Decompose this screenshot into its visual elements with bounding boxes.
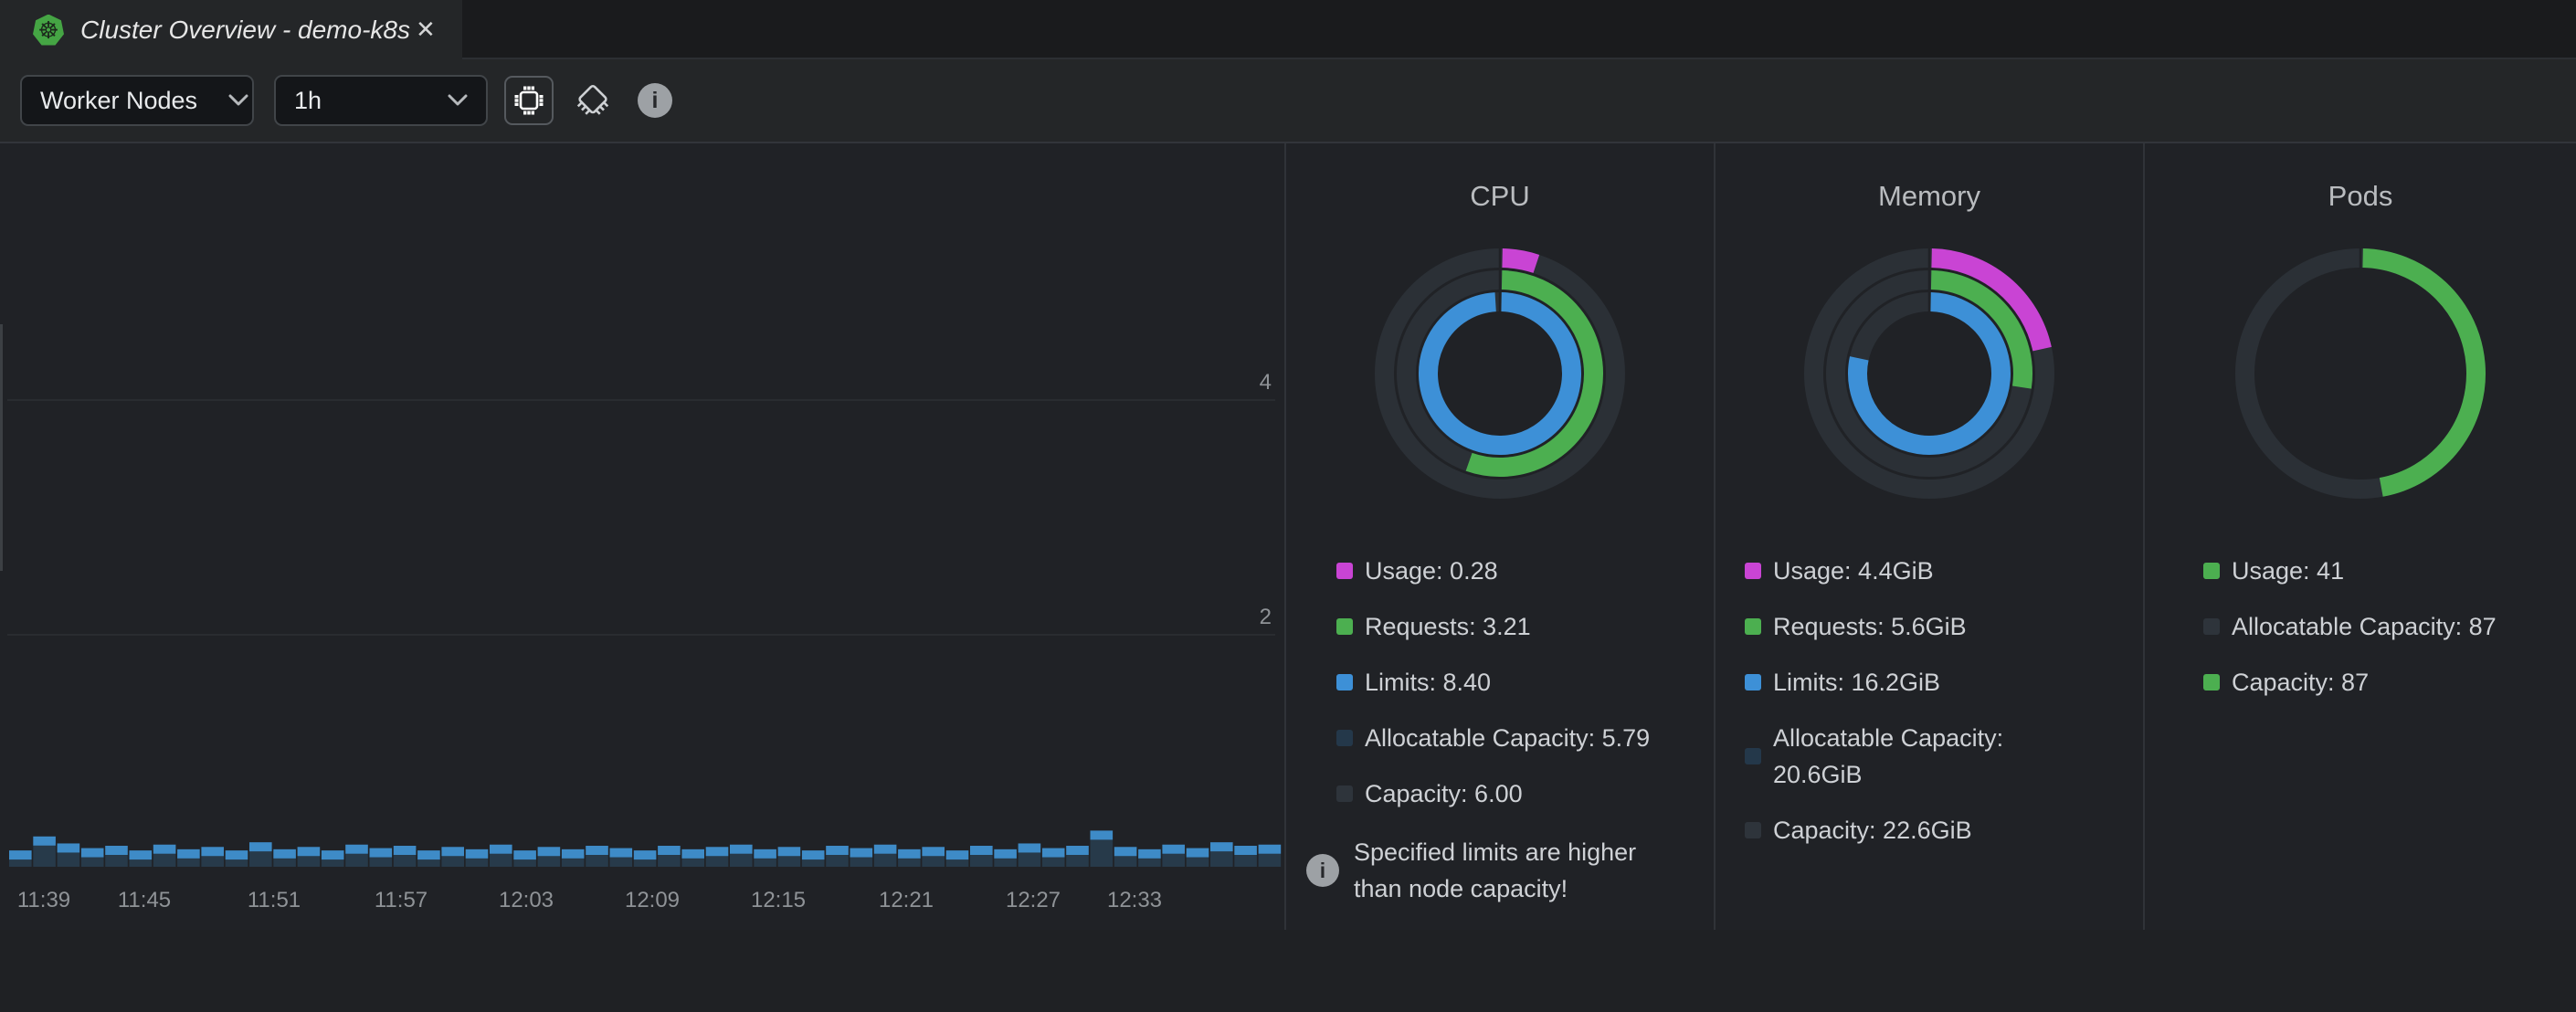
legend-swatch (1745, 563, 1761, 579)
legend-swatch (2203, 618, 2220, 635)
legend-label: Usage: 0.28 (1365, 557, 1498, 585)
legend-item: Allocatable Capacity: 5.79 (1336, 720, 1685, 756)
legend-item: Allocatable Capacity: 20.6GiB (1745, 720, 2094, 793)
svg-text:11:57: 11:57 (375, 888, 428, 912)
svg-text:12:33: 12:33 (1107, 888, 1162, 912)
legend-label: Capacity: 6.00 (1365, 780, 1523, 807)
close-icon[interactable]: ✕ (415, 16, 436, 43)
memory-donut-chart (1804, 246, 2054, 499)
cpu-legend: Usage: 0.28 Requests: 3.21 Limits: 8.40 All… (1336, 553, 1685, 831)
svg-text:12:15: 12:15 (751, 888, 806, 912)
tabbar-divider (462, 58, 2576, 59)
tab-cluster-overview[interactable]: ☸ Cluster Overview - demo-k8s ✕ (0, 0, 462, 59)
legend-label: Limits: 8.40 (1365, 669, 1492, 696)
legend-label: Requests: 5.6GiB (1773, 613, 1967, 640)
legend-swatch (1336, 785, 1353, 802)
memory-panel: Memory Usage: 4.4GiB Requests: 5.6GiB Limi… (1716, 143, 2145, 930)
legend-swatch (1745, 822, 1761, 838)
memory-panel-title: Memory (1878, 180, 1980, 212)
legend-label: Limits: 16.2GiB (1773, 669, 1941, 696)
info-icon: i (1306, 854, 1339, 887)
legend-item: Capacity: 22.6GiB (1745, 812, 2094, 849)
warning-text: Specified limits are higher than node ca… (1354, 838, 1637, 902)
legend-label: Allocatable Capacity: 5.79 (1365, 724, 1651, 752)
legend-label: Allocatable Capacity: 20.6GiB (1773, 724, 2004, 788)
svg-text:4: 4 (1260, 370, 1272, 395)
legend-item: Limits: 16.2GiB (1745, 664, 2094, 701)
legend-swatch (2203, 563, 2220, 579)
time-range-select[interactable]: 1h (274, 75, 488, 126)
svg-text:12:21: 12:21 (879, 888, 934, 912)
legend-swatch (2203, 674, 2220, 690)
tab-title: Cluster Overview - demo-k8s (80, 15, 410, 44)
cpu-chip-icon (514, 86, 544, 115)
svg-text:11:39: 11:39 (17, 888, 70, 912)
legend-item: Capacity: 87 (2203, 664, 2552, 701)
legend-label: Usage: 41 (2232, 557, 2345, 585)
time-range-value: 1h (294, 86, 322, 114)
legend-item: Usage: 4.4GiB (1745, 553, 2094, 589)
legend-swatch (1336, 730, 1353, 746)
cpu-panel: CPU Usage: 0.28 Requests: 3.21 Limits: 8.4… (1286, 143, 1716, 930)
svg-text:12:27: 12:27 (1006, 888, 1061, 912)
memory-legend: Usage: 4.4GiB Requests: 5.6GiB Limits: 16.… (1745, 553, 2094, 868)
svg-text:11:45: 11:45 (118, 888, 171, 912)
legend-swatch (1336, 563, 1353, 579)
svg-text:2: 2 (1260, 605, 1272, 629)
toolbar: Worker Nodes 1h (0, 59, 2576, 143)
memory-chip-button[interactable] (568, 76, 618, 125)
pods-legend: Usage: 41 Allocatable Capacity: 87 Capacit… (2203, 553, 2552, 720)
legend-item: Usage: 0.28 (1336, 553, 1685, 589)
legend-item: Requests: 5.6GiB (1745, 608, 2094, 645)
pods-panel: Pods Usage: 41 Allocatable Capacity: 87 Ca… (2145, 143, 2576, 930)
chevron-down-icon (228, 94, 248, 107)
legend-swatch (1336, 674, 1353, 690)
legend-swatch (1745, 674, 1761, 690)
cpu-usage-bar-chart: 4 2 11:39 11:45 11:51 11:57 12:03 12:09 12:15 12:… (0, 143, 1286, 930)
nodes-select[interactable]: Worker Nodes (20, 75, 254, 126)
left-scrollbar-thumb[interactable] (0, 324, 3, 571)
pods-donut-chart (2235, 246, 2486, 499)
svg-text:12:09: 12:09 (625, 888, 680, 912)
legend-swatch (1745, 748, 1761, 764)
svg-text:11:51: 11:51 (248, 888, 301, 912)
cpu-donut-chart (1375, 246, 1625, 499)
kubernetes-logo-icon: ☸ (33, 14, 64, 46)
legend-swatch (1745, 618, 1761, 635)
chevron-down-icon (448, 94, 468, 107)
legend-label: Capacity: 22.6GiB (1773, 817, 1972, 844)
info-icon[interactable]: i (638, 83, 672, 118)
pods-panel-title: Pods (2328, 180, 2393, 212)
svg-text:12:03: 12:03 (499, 888, 554, 912)
nodes-select-value: Worker Nodes (40, 86, 198, 114)
memory-chip-icon (576, 84, 609, 115)
cpu-chip-button[interactable] (504, 76, 554, 125)
legend-item: Usage: 41 (2203, 553, 2552, 589)
cpu-limits-warning: i Specified limits are higher than node … (1306, 834, 1690, 907)
legend-item: Capacity: 6.00 (1336, 775, 1685, 812)
legend-item: Limits: 8.40 (1336, 664, 1685, 701)
tab-bar: ☸ Cluster Overview - demo-k8s ✕ (0, 0, 2576, 59)
legend-swatch (1336, 618, 1353, 635)
bar-chart-svg: 4 2 11:39 11:45 11:51 11:57 12:03 12:09 12:15 12:… (7, 370, 1282, 912)
footer-area (0, 930, 2576, 1012)
legend-label: Allocatable Capacity: 87 (2232, 613, 2497, 640)
legend-label: Requests: 3.21 (1365, 613, 1531, 640)
cpu-panel-title: CPU (1470, 180, 1530, 212)
legend-label: Capacity: 87 (2232, 669, 2370, 696)
legend-item: Requests: 3.21 (1336, 608, 1685, 645)
cluster-overview-panels: 4 2 11:39 11:45 11:51 11:57 12:03 12:09 12:15 12:… (0, 143, 2576, 930)
legend-label: Usage: 4.4GiB (1773, 557, 1934, 585)
legend-item: Allocatable Capacity: 87 (2203, 608, 2552, 645)
